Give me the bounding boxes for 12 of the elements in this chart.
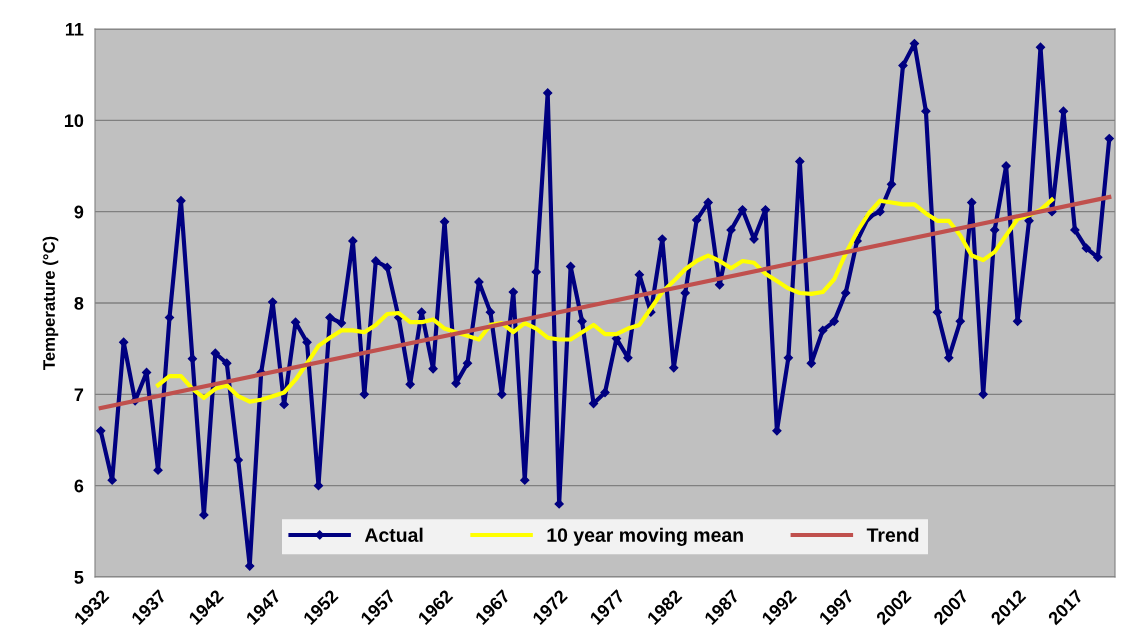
- y-tick-label: 9: [74, 205, 84, 219]
- y-tick-label: 7: [74, 388, 84, 401]
- legend-label: Trend: [866, 527, 919, 542]
- y-tick-label: 10: [64, 114, 84, 128]
- y-tick-label: 8: [74, 296, 84, 310]
- y-axis-title: Temperature (°C): [42, 236, 59, 370]
- legend-label: Actual: [364, 527, 423, 542]
- y-tick-label: 5: [74, 571, 84, 584]
- y-tick-label: 11: [65, 23, 84, 36]
- y-tick-label: 6: [74, 479, 84, 493]
- line-series: [155, 197, 1055, 404]
- legend-label: 10 year moving mean: [547, 527, 743, 546]
